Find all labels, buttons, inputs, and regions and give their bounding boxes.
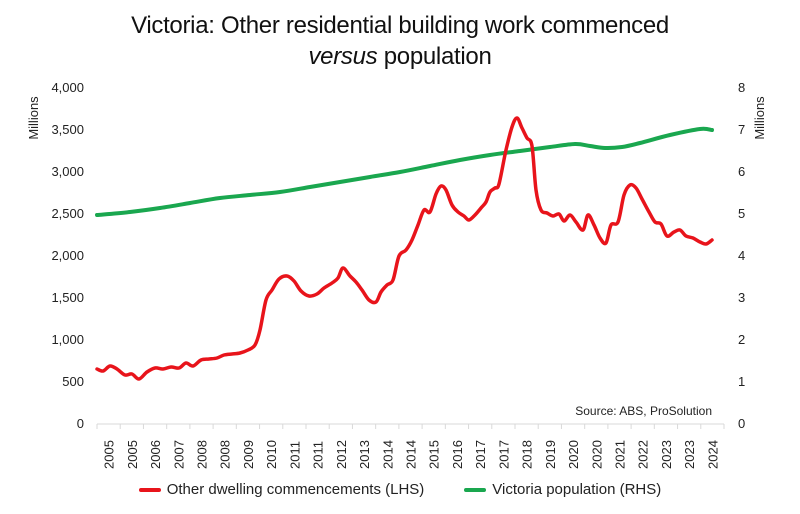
x-tick-label: 2019 bbox=[543, 440, 558, 469]
x-tick-label: 2011 bbox=[311, 441, 326, 469]
y-axis-right-title: Millions bbox=[752, 96, 767, 140]
y-right-tick-label: 7 bbox=[738, 122, 745, 137]
x-tick-label: 2023 bbox=[682, 440, 697, 469]
y-right-tick-label: 3 bbox=[738, 290, 745, 305]
x-tick-label: 2016 bbox=[450, 440, 465, 469]
y-left-tick-label: 1,000 bbox=[51, 332, 84, 347]
x-axis: 2005 2005 2006 2007 2008 2008 2009 2010 2011 2011… bbox=[96, 423, 725, 469]
x-tick-label: 2013 bbox=[357, 440, 372, 469]
x-tick-label: 2022 bbox=[636, 440, 651, 469]
x-tick-label: 2017 bbox=[496, 440, 511, 469]
x-tick-label: 2007 bbox=[171, 440, 186, 469]
series-line-other-dwelling-commencements bbox=[95, 116, 714, 381]
x-tick-label: 2006 bbox=[148, 440, 163, 469]
chart-title-line2: versus population bbox=[0, 41, 800, 72]
y-left-tick-label: 0 bbox=[77, 416, 84, 431]
y-right-tick-label: 6 bbox=[738, 164, 745, 179]
x-tick-label: 2005 bbox=[125, 440, 140, 469]
x-tick-label: 2014 bbox=[404, 440, 419, 469]
y-left-tick-label: 2,500 bbox=[51, 206, 84, 221]
y-axis-left: 0 500 1,000 1,500 2,000 2,500 3,000 3,500 4,000 bbox=[51, 80, 84, 431]
y-left-tick-label: 2,000 bbox=[51, 248, 84, 263]
legend-swatch-green bbox=[464, 487, 487, 492]
legend-label-population: Victoria population (RHS) bbox=[492, 481, 662, 498]
y-right-tick-label: 8 bbox=[738, 80, 745, 95]
y-left-tick-label: 4,000 bbox=[51, 80, 84, 95]
x-tick-label: 2012 bbox=[334, 440, 349, 469]
legend: Other dwelling commencements (LHS) Victo… bbox=[0, 481, 800, 498]
x-tick-label: 2010 bbox=[264, 440, 279, 469]
x-tick-label: 2020 bbox=[566, 440, 581, 469]
y-right-tick-label: 0 bbox=[738, 416, 745, 431]
source-note: Source: ABS, ProSolution bbox=[575, 404, 712, 418]
x-tick-label: 2017 bbox=[473, 440, 488, 469]
chart-title-italic: versus bbox=[308, 43, 378, 70]
y-left-tick-label: 500 bbox=[62, 374, 84, 389]
x-tick-label: 2008 bbox=[195, 440, 210, 469]
x-tick-label: 2009 bbox=[241, 440, 256, 469]
chart-title: Victoria: Other residential building wor… bbox=[0, 10, 800, 72]
x-tick-label: 2015 bbox=[427, 440, 442, 469]
y-right-tick-label: 5 bbox=[738, 206, 745, 221]
x-tick-label: 2018 bbox=[520, 440, 535, 469]
y-left-tick-label: 1,500 bbox=[51, 290, 84, 305]
x-tick-label: 2005 bbox=[102, 440, 117, 469]
y-left-tick-label: 3,000 bbox=[51, 164, 84, 179]
y-axis-left-title: Millions bbox=[26, 96, 41, 140]
x-tick-label: 2024 bbox=[705, 440, 720, 469]
y-right-tick-label: 1 bbox=[738, 374, 745, 389]
legend-item-commencements: Other dwelling commencements (LHS) bbox=[138, 481, 425, 498]
chart-title-line1: Victoria: Other residential building wor… bbox=[131, 12, 669, 39]
x-tick-label: 2020 bbox=[589, 440, 604, 469]
x-tick-label: 2011 bbox=[287, 441, 302, 469]
x-tick-label: 2014 bbox=[380, 440, 395, 469]
y-right-tick-label: 4 bbox=[738, 248, 745, 263]
series-line-victoria-population bbox=[95, 126, 714, 217]
x-tick-label: 2008 bbox=[218, 440, 233, 469]
y-right-tick-label: 2 bbox=[738, 332, 745, 347]
x-tick-label: 2023 bbox=[659, 440, 674, 469]
y-left-tick-label: 3,500 bbox=[51, 122, 84, 137]
legend-swatch-red bbox=[138, 487, 161, 492]
x-tick-label: 2021 bbox=[613, 440, 628, 469]
chart-title-rest: population bbox=[377, 43, 492, 70]
y-axis-right: 0 1 2 3 4 5 6 7 8 bbox=[738, 80, 745, 431]
legend-item-population: Victoria population (RHS) bbox=[464, 481, 661, 498]
legend-label-commencements: Other dwelling commencements (LHS) bbox=[166, 481, 425, 498]
